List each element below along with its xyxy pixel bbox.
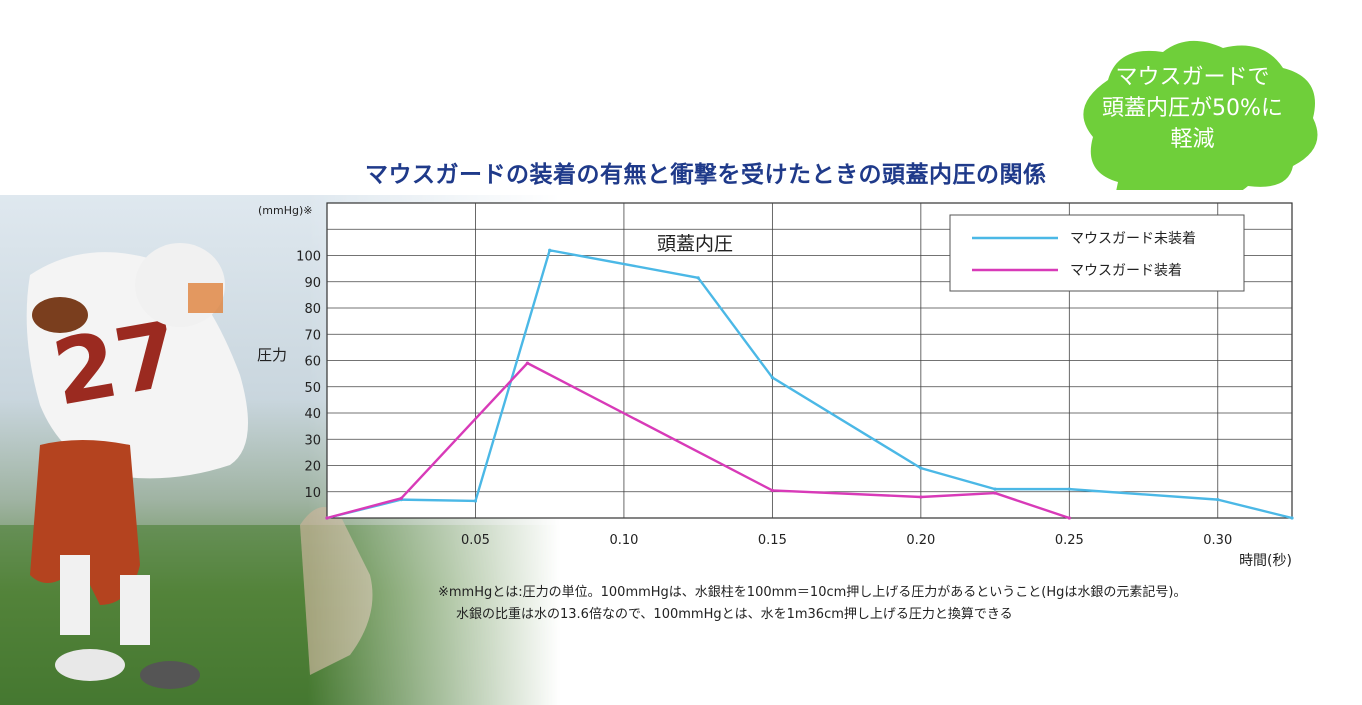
y-tick-label: 80 bbox=[304, 302, 321, 317]
football-player-illustration: 27 bbox=[0, 243, 560, 705]
series-2-point bbox=[770, 488, 774, 493]
series-1-point bbox=[548, 248, 552, 252]
x-tick-label: 0.30 bbox=[1203, 533, 1232, 548]
legend-box bbox=[949, 214, 1245, 292]
chart-labels: 10 20 30 40 50 60 70 80 90 100 0.05 0.10 0.15 0.20 0.2… bbox=[257, 204, 1292, 569]
y-tick-label: 70 bbox=[304, 328, 321, 343]
series-2-point bbox=[525, 361, 530, 365]
callout-line-2: 頭蓋内圧が50%に bbox=[1102, 96, 1283, 121]
y-axis-unit: (mmHg)※ bbox=[258, 204, 312, 217]
y-tick-label: 100 bbox=[296, 250, 321, 265]
series-1-point bbox=[993, 487, 997, 491]
y-tick-label: 30 bbox=[304, 433, 321, 448]
x-tick-label: 0.10 bbox=[609, 533, 638, 548]
x-tick-label: 0.25 bbox=[1055, 533, 1084, 548]
series-2-point bbox=[399, 496, 403, 500]
x-tick-label: 0.05 bbox=[461, 533, 490, 548]
chart-subtitle: 頭蓋内圧 bbox=[657, 233, 733, 255]
y-axis-label: 圧力 bbox=[257, 346, 287, 364]
chart-title: マウスガードの装着の有無と衝撃を受けたときの頭蓋内圧の関係 bbox=[365, 162, 1047, 188]
series-1-point bbox=[1216, 498, 1220, 502]
y-tick-label: 60 bbox=[304, 355, 321, 370]
callout-line-1: マウスガードで bbox=[1115, 65, 1270, 90]
y-tick-label: 40 bbox=[304, 407, 321, 422]
series-1-point bbox=[770, 375, 774, 380]
series-1-point bbox=[696, 276, 700, 280]
x-axis-label: 時間(秒) bbox=[1239, 553, 1292, 569]
series-1-point bbox=[473, 499, 478, 503]
series-2-point bbox=[919, 495, 923, 499]
series-2-point bbox=[993, 491, 997, 495]
footnote-line-2: 水銀の比重は水の13.6倍なので、100mmHgとは、水を1m36cm押し上げる… bbox=[456, 607, 1013, 622]
footnote-line-1: ※mmHgとは:圧力の単位。100mmHgは、水銀柱を100mm＝10cm押し上… bbox=[438, 585, 1187, 600]
series-1-point bbox=[919, 466, 923, 470]
callout-bubble-shape bbox=[1083, 40, 1318, 190]
chart-lines bbox=[325, 248, 1294, 520]
callout-bubble bbox=[1083, 40, 1318, 190]
series-1-point bbox=[1067, 487, 1071, 491]
series-1-point bbox=[1290, 516, 1294, 520]
series-2-point bbox=[1067, 516, 1071, 520]
callout-text: マウスガードで 頭蓋内圧が50%に 軽減 bbox=[1085, 62, 1300, 155]
series-2-point bbox=[325, 516, 329, 520]
y-tick-label: 90 bbox=[304, 276, 321, 291]
legend-label-2: マウスガード装着 bbox=[1070, 263, 1182, 279]
y-tick-label: 50 bbox=[304, 381, 321, 396]
y-tick-label: 10 bbox=[304, 486, 321, 501]
y-tick-label: 20 bbox=[304, 460, 321, 475]
footnote: ※mmHgとは:圧力の単位。100mmHgは、水銀柱を100mm＝10cm押し上… bbox=[438, 582, 1338, 626]
legend-label-1: マウスガード未装着 bbox=[1070, 231, 1196, 247]
x-tick-label: 0.15 bbox=[758, 533, 787, 548]
x-tick-label: 0.20 bbox=[906, 533, 935, 548]
callout-line-3: 軽減 bbox=[1170, 127, 1215, 152]
